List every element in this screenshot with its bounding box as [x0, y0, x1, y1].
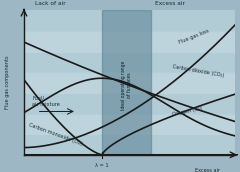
Text: Excess air: Excess air [195, 168, 220, 172]
Bar [24, 93, 235, 114]
Text: Excess air: Excess air [155, 1, 185, 6]
Text: Oxygen (O₂): Oxygen (O₂) [172, 106, 203, 117]
Text: Flue gas loss: Flue gas loss [178, 28, 210, 45]
Text: Flue gas components: Flue gas components [5, 56, 10, 109]
Bar [24, 72, 235, 93]
Text: Fuel/
air mixture: Fuel/ air mixture [32, 96, 60, 107]
Text: Carbon dioxide (CO₂): Carbon dioxide (CO₂) [172, 64, 224, 78]
Bar [24, 114, 235, 134]
Bar [24, 10, 235, 31]
Bar [24, 31, 235, 52]
Text: Ideal operating range
of furnaces: Ideal operating range of furnaces [121, 61, 132, 110]
Bar [24, 52, 235, 72]
Text: λ = 1: λ = 1 [95, 163, 109, 168]
Bar [102, 10, 151, 155]
Bar [24, 134, 235, 155]
Text: Lack of air: Lack of air [35, 1, 65, 6]
Text: Carbon monoxide (CO): Carbon monoxide (CO) [28, 122, 84, 147]
